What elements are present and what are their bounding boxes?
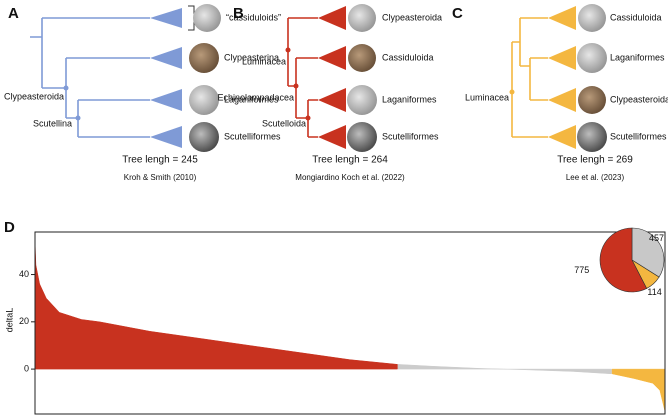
taxon-label: Scutelliformes — [610, 131, 667, 141]
node — [305, 115, 311, 121]
clade-triangle — [150, 89, 182, 111]
specimen — [347, 85, 377, 115]
taxon-label: Laganiformes — [382, 94, 437, 104]
clade-label: Luminacea — [242, 56, 286, 66]
specimen — [189, 85, 219, 115]
clade-label: Scutellina — [33, 118, 72, 128]
taxon-label: Clypeasterina — [224, 52, 279, 62]
area — [611, 368, 666, 412]
clade-label: Scutelloida — [262, 118, 306, 128]
pie-label: 457 — [649, 233, 664, 243]
node — [293, 83, 299, 89]
clade-triangle — [150, 126, 182, 148]
clade-triangle — [318, 46, 346, 70]
panel-letter: A — [8, 5, 19, 22]
specimen — [189, 122, 219, 152]
clade-triangle — [548, 125, 576, 149]
clade-label: Luminacea — [465, 92, 509, 102]
clade-triangle — [318, 6, 346, 30]
taxon-label: Scutelliformes — [224, 131, 281, 141]
panel-letter: C — [452, 5, 463, 22]
tree-length: Tree lengh = 245 — [122, 155, 198, 166]
specimen — [348, 4, 376, 32]
panel-c: C Cassiduloida Laganiformes Clypeasteroi… — [452, 4, 668, 182]
citation: Mongiardino Koch et al. (2022) — [295, 173, 405, 182]
node — [509, 89, 515, 95]
taxon-label: Cassiduloida — [610, 12, 662, 22]
taxon-label: Clypeasteroida — [382, 12, 442, 22]
taxon-label: Scutelliformes — [382, 131, 439, 141]
panel-a: A “cassiduloids” Clypeasterina Laganifor… — [4, 4, 281, 182]
y-tick-label: 40 — [19, 269, 29, 279]
panel-letter: D — [4, 219, 15, 236]
clade-triangle — [548, 46, 576, 70]
taxon-label: “cassiduloids” — [226, 12, 281, 22]
area — [397, 364, 612, 375]
clade-triangle — [548, 6, 576, 30]
specimen — [578, 86, 606, 114]
tree-branches — [511, 17, 548, 138]
y-axis-label: deltaL — [4, 308, 14, 333]
clade-triangle — [548, 88, 576, 112]
pie-slice — [599, 227, 648, 293]
specimen — [577, 43, 607, 73]
clade-triangle — [318, 125, 346, 149]
clade-label: Clypeasteroida — [4, 91, 64, 101]
node — [75, 115, 81, 121]
specimen — [347, 122, 377, 152]
specimen — [193, 4, 221, 32]
clade-triangle — [318, 88, 346, 112]
specimen — [189, 43, 219, 73]
tree-length: Tree lengh = 269 — [557, 155, 633, 166]
tree-length: Tree lengh = 264 — [312, 155, 388, 166]
panel-d: D deltaL — [4, 219, 15, 332]
clade-label: Echinolampadacea — [217, 92, 294, 102]
citation: Lee et al. (2023) — [566, 173, 625, 182]
pie-label: 114 — [647, 287, 661, 297]
y-tick-label: 0 — [24, 363, 29, 373]
specimen — [348, 44, 376, 72]
clade-triangle — [150, 47, 182, 69]
pie-label: 775 — [574, 265, 589, 275]
area — [34, 239, 398, 370]
taxon-label: Clypeasteroida — [610, 94, 668, 104]
y-tick-label: 20 — [19, 316, 29, 326]
citation: Kroh & Smith (2010) — [124, 173, 197, 182]
taxon-label: Laganiformes — [610, 52, 665, 62]
panel-b: B Clypeasteroida Cassiduloida Laganiform… — [217, 4, 442, 182]
taxon-label: Cassiduloida — [382, 52, 434, 62]
plot-frame — [34, 231, 666, 415]
specimen — [578, 4, 606, 32]
clade-triangle — [150, 8, 182, 28]
taxon-label: Laganiformes — [224, 94, 279, 104]
specimen — [577, 122, 607, 152]
node — [285, 47, 291, 53]
node — [63, 85, 69, 91]
panel-letter: B — [233, 5, 244, 22]
